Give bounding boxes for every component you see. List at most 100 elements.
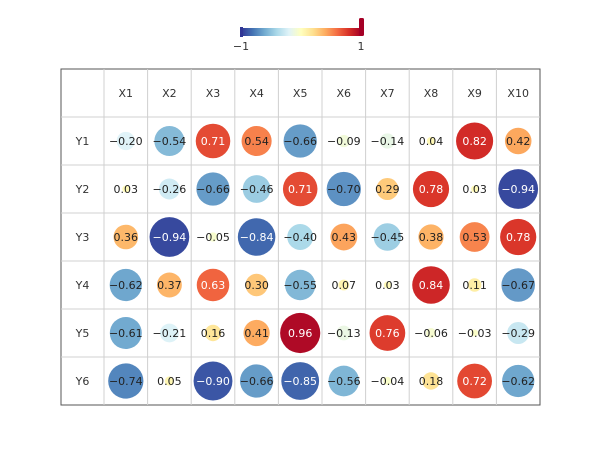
correlation-value-label: −0.46 — [240, 183, 274, 196]
correlation-circle — [245, 273, 268, 297]
correlation-circle — [467, 278, 482, 292]
correlation-circle — [243, 319, 270, 347]
correlation-value-label: −0.54 — [153, 135, 187, 148]
correlation-value-label: −0.45 — [371, 231, 405, 244]
correlation-circle — [326, 171, 361, 207]
correlation-circle — [422, 372, 440, 390]
correlation-circle — [280, 312, 321, 354]
correlation-circle — [501, 268, 535, 302]
correlation-circle — [113, 224, 139, 250]
row-labels: Y1 Y2 Y3 Y4 Y5 Y6 — [75, 135, 90, 388]
correlation-circle — [373, 223, 402, 251]
legend-max-marker — [359, 18, 364, 36]
correlation-circle — [156, 272, 182, 298]
correlation-circle — [412, 266, 450, 304]
correlation-value-label: −0.21 — [153, 327, 187, 340]
correlation-value-label: 0.18 — [419, 375, 444, 388]
correlation-circle — [160, 323, 179, 343]
correlation-value-label: −0.05 — [196, 231, 230, 244]
column-label: X1 — [119, 87, 134, 100]
legend-max-label: 1 — [358, 40, 365, 53]
correlation-circle — [116, 131, 135, 151]
correlation-value-label: −0.14 — [371, 135, 405, 148]
correlation-circle — [239, 364, 274, 398]
correlation-value-label: 0.30 — [244, 279, 269, 292]
legend-min-label: −1 — [233, 40, 249, 53]
correlation-value-label: 0.71 — [288, 183, 313, 196]
correlation-value-label: −0.03 — [458, 327, 492, 340]
correlation-value-label: −0.66 — [283, 135, 317, 148]
correlation-value-label: −0.66 — [240, 375, 274, 388]
color-legend: −1 1 — [233, 18, 365, 53]
correlation-circle — [456, 122, 494, 160]
correlation-circle — [164, 376, 174, 386]
correlation-value-label: −0.09 — [327, 135, 361, 148]
legend-gradient-bar — [241, 28, 361, 36]
column-label: X5 — [293, 87, 308, 100]
correlation-value-label: 0.16 — [201, 327, 226, 340]
correlation-circle — [208, 232, 218, 242]
correlation-value-label: 0.37 — [157, 279, 182, 292]
correlation-circle — [500, 218, 537, 256]
column-label: X3 — [206, 87, 221, 100]
row-label: Y3 — [75, 231, 90, 244]
correlation-value-label: 0.41 — [244, 327, 269, 340]
correlation-value-label: 0.72 — [462, 375, 487, 388]
correlation-circle — [412, 170, 450, 208]
column-label: X4 — [249, 87, 264, 100]
correlation-circle — [457, 363, 492, 399]
correlation-circle — [338, 279, 350, 291]
column-label: X2 — [162, 87, 177, 100]
correlation-circle — [376, 177, 399, 201]
correlation-value-label: −0.04 — [371, 375, 405, 388]
correlation-circle — [242, 175, 271, 203]
correlation-circle — [383, 281, 391, 289]
legend-min-marker — [240, 27, 243, 37]
correlation-circle — [109, 316, 142, 350]
grid-border — [60, 68, 541, 406]
correlation-value-label: −0.40 — [283, 231, 317, 244]
correlation-value-label: 0.53 — [462, 231, 487, 244]
correlation-value-label: −0.13 — [327, 327, 361, 340]
correlation-value-label: 0.29 — [375, 183, 400, 196]
correlation-value-label: 0.71 — [201, 135, 226, 148]
correlation-value-label: −0.67 — [501, 279, 535, 292]
correlation-circle — [122, 185, 130, 193]
correlation-value-label: −0.74 — [109, 375, 143, 388]
column-labels: X1 X2 X3 X4 X5 X6 X7 X8 X9 X10 — [119, 87, 529, 100]
correlation-value-label: 0.42 — [506, 135, 531, 148]
row-label: Y1 — [75, 135, 90, 148]
correlation-circle — [328, 365, 360, 397]
correlation-circle — [196, 268, 230, 302]
correlation-value-label: 0.03 — [375, 279, 400, 292]
matrix-grid — [60, 68, 541, 406]
correlation-value-label: −0.70 — [327, 183, 361, 196]
matrix-cells: −0.20 −0.54 0.71 0.54 −0.66 −0.09 −0.14 0.04 0.8… — [108, 122, 539, 401]
correlation-value-label: −0.62 — [501, 375, 535, 388]
correlation-value-label: 0.07 — [332, 279, 357, 292]
correlation-value-label: −0.29 — [501, 327, 535, 340]
correlation-value-label: 0.78 — [506, 231, 531, 244]
row-label: Y4 — [75, 279, 90, 292]
column-label: X9 — [467, 87, 482, 100]
correlation-value-label: −0.94 — [153, 231, 187, 244]
row-label: Y5 — [75, 327, 90, 340]
correlation-value-label: 0.78 — [419, 183, 444, 196]
column-label: X8 — [424, 87, 439, 100]
correlation-circle — [507, 321, 530, 345]
correlation-value-label: 0.36 — [114, 231, 139, 244]
correlation-circle — [283, 124, 317, 158]
correlation-value-label: 0.63 — [201, 279, 226, 292]
correlation-circle — [502, 364, 535, 398]
correlation-circle — [336, 325, 352, 341]
correlation-value-label: −0.85 — [283, 375, 317, 388]
correlation-value-label: 0.05 — [157, 375, 182, 388]
correlation-value-label: 0.82 — [462, 135, 487, 148]
correlation-circle — [282, 171, 318, 207]
row-label: Y6 — [75, 375, 90, 388]
correlation-value-label: 0.76 — [375, 327, 400, 340]
correlation-circle — [379, 133, 396, 149]
correlation-circle — [471, 185, 479, 193]
correlation-circle — [196, 172, 230, 206]
correlation-circle — [471, 329, 479, 337]
